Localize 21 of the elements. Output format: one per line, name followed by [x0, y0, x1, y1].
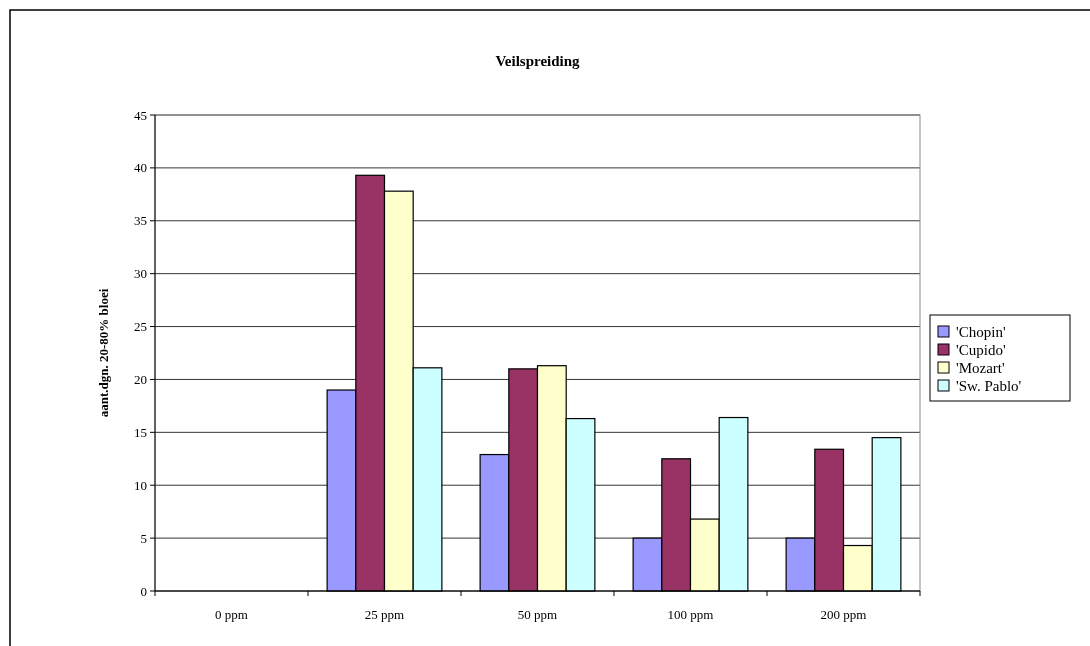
y-tick-label: 15: [134, 424, 147, 440]
x-tick-label: 200 ppm: [820, 607, 867, 622]
y-tick-label: 10: [134, 477, 147, 493]
y-tick-label: 45: [134, 107, 147, 123]
x-tick-label: 100 ppm: [667, 607, 714, 622]
y-tick-label: 20: [134, 371, 147, 387]
chart-title: Veilspreiding: [495, 53, 581, 69]
x-tick-label: 25 ppm: [364, 607, 405, 622]
y-axis-title: aant.dgn. 20-80% bloei: [96, 288, 111, 418]
y-tick-label: 30: [134, 266, 147, 282]
y-tick-label: 40: [134, 160, 147, 176]
y-tick-label: 0: [140, 583, 147, 599]
legend-label: 'Sw. Pablo': [956, 378, 1022, 395]
x-tick-label: 0 ppm: [215, 607, 248, 622]
x-tick-label: 50 ppm: [517, 607, 558, 622]
legend-label: 'Chopin': [956, 324, 1006, 341]
legend-label: 'Mozart': [956, 360, 1006, 377]
legend-label: 'Cupido': [956, 342, 1006, 359]
y-tick-label: 25: [134, 319, 147, 335]
y-tick-label: 35: [134, 213, 147, 229]
y-tick-label: 5: [140, 530, 147, 546]
